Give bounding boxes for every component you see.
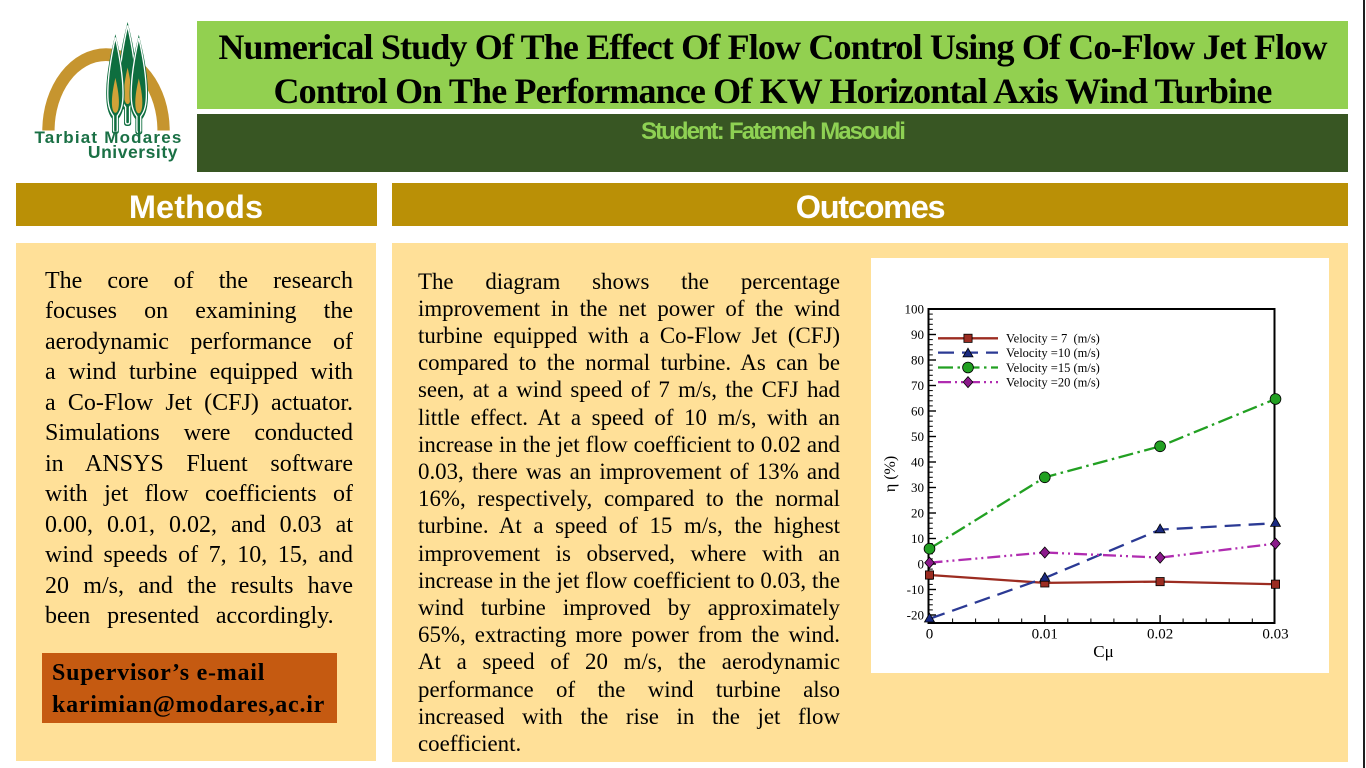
svg-text:Cμ: Cμ bbox=[1093, 642, 1113, 661]
svg-text:-10: -10 bbox=[907, 582, 924, 597]
svg-text:Velocity =15 (m/s): Velocity =15 (m/s) bbox=[1006, 361, 1100, 375]
svg-text:Velocity =10 (m/s): Velocity =10 (m/s) bbox=[1006, 346, 1100, 360]
svg-text:80: 80 bbox=[911, 353, 924, 368]
svg-text:50: 50 bbox=[911, 429, 924, 444]
svg-text:40: 40 bbox=[911, 455, 924, 470]
svg-text:0.02: 0.02 bbox=[1147, 627, 1173, 643]
svg-text:70: 70 bbox=[911, 378, 924, 393]
svg-text:η (%): η (%) bbox=[882, 456, 899, 492]
svg-text:-20: -20 bbox=[907, 608, 924, 623]
svg-text:0: 0 bbox=[918, 557, 925, 572]
svg-text:10: 10 bbox=[911, 531, 924, 546]
svg-text:0.03: 0.03 bbox=[1262, 627, 1288, 643]
svg-text:60: 60 bbox=[911, 404, 924, 419]
svg-text:Velocity =20 (m/s): Velocity =20 (m/s) bbox=[1006, 376, 1100, 390]
svg-text:0.01: 0.01 bbox=[1032, 627, 1058, 643]
svg-text:0: 0 bbox=[926, 627, 934, 643]
svg-text:90: 90 bbox=[911, 327, 924, 342]
svg-text:100: 100 bbox=[905, 302, 925, 317]
svg-text:20: 20 bbox=[911, 506, 924, 521]
svg-text:Velocity = 7 (m/s): Velocity = 7 (m/s) bbox=[1006, 332, 1100, 346]
svg-text:30: 30 bbox=[911, 480, 924, 495]
